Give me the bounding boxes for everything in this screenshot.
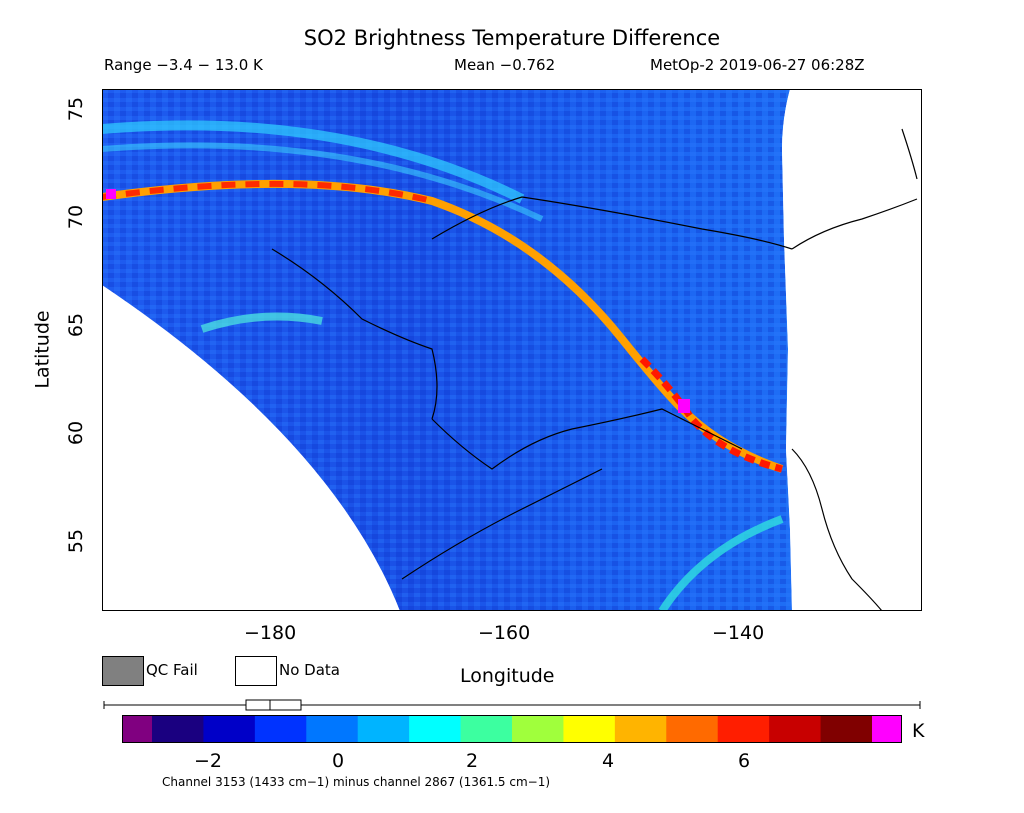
- colorbar-over-swatch: [872, 715, 902, 743]
- lon-tick-label: −180: [244, 622, 297, 644]
- lon-tick-label: −160: [478, 622, 531, 644]
- colorbar-tick-label: 4: [602, 750, 615, 772]
- colorbar-tick-label: 2: [466, 750, 479, 772]
- lat-tick-label: 60: [65, 420, 88, 446]
- so2-plume: [102, 179, 784, 473]
- colorbar-segment: [512, 715, 564, 743]
- x-axis-label: Longitude: [460, 665, 555, 687]
- colorbar-tick-label: 0: [332, 750, 345, 772]
- colorbar-border: [122, 715, 902, 743]
- no-data-label: No Data: [279, 661, 340, 679]
- colorbar-segment: [769, 715, 822, 743]
- mean-label: Mean −0.762: [454, 56, 556, 74]
- no-data-swatch: [235, 656, 277, 686]
- colorbar-under-swatch: [122, 715, 152, 743]
- qc-fail-label: QC Fail: [146, 661, 198, 679]
- colorbar-segment: [460, 715, 513, 743]
- colorbar-unit-label: K: [912, 720, 925, 742]
- map-svg: [102, 89, 922, 611]
- lat-tick-label: 55: [65, 528, 88, 554]
- colorbar-segment: [614, 715, 667, 743]
- colorbar: [122, 715, 902, 743]
- colorbar-tick-label: −2: [194, 750, 223, 772]
- colorbar-segment: [254, 715, 307, 743]
- colorbar-segment: [152, 715, 204, 743]
- satellite-time-label: MetOp-2 2019-06-27 06:28Z: [650, 56, 865, 74]
- colorbar-tick-label: 6: [738, 750, 751, 772]
- range-label: Range −3.4 − 13.0 K: [104, 56, 263, 74]
- colorbar-segment: [306, 715, 359, 743]
- lat-tick-label: 70: [65, 204, 88, 230]
- colorbar-segment: [409, 715, 462, 743]
- lat-tick-label: 75: [65, 96, 88, 122]
- colorbar-segment: [666, 715, 719, 743]
- colorbar-segment: [203, 715, 256, 743]
- qc-fail-swatch: [102, 656, 144, 686]
- coastline: [271, 128, 918, 611]
- chart-title: SO2 Brightness Temperature Difference: [303, 26, 721, 50]
- colorbar-segment: [717, 715, 770, 743]
- colorbar-segment: [357, 715, 410, 743]
- lon-tick-label: −140: [712, 622, 765, 644]
- lat-tick-label: 65: [65, 312, 88, 338]
- no-data-region: [782, 89, 922, 611]
- colorbar-segment: [820, 715, 873, 743]
- colorbar-segment: [563, 715, 616, 743]
- y-axis-label: Latitude: [31, 310, 54, 389]
- map-plot-area: [102, 89, 922, 611]
- channel-footnote: Channel 3153 (1433 cm−1) minus channel 2…: [162, 775, 551, 789]
- distribution-boxplot: [103, 699, 921, 711]
